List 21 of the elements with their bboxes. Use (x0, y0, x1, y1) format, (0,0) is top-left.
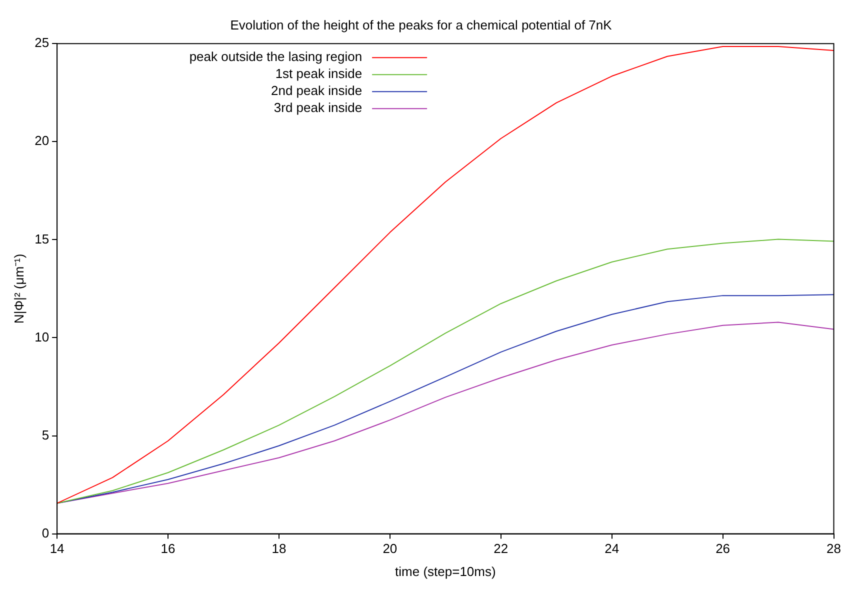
x-tick-label: 14 (50, 541, 64, 556)
y-tick-label: 20 (34, 133, 50, 148)
x-tick-label: 18 (272, 541, 286, 556)
y-tick-label: 0 (42, 525, 50, 540)
x-tick-label: 28 (826, 541, 842, 556)
x-tick-label: 22 (494, 541, 508, 556)
y-tick-label: 10 (34, 329, 50, 344)
legend-label: peak outside the lasing region (189, 49, 362, 64)
x-tick-label: 20 (382, 541, 398, 556)
legend-label: 2nd peak inside (270, 83, 362, 98)
y-axis-title: N|Φ|² (μm⁻¹) (11, 254, 26, 324)
x-axis-title: time (step=10ms) (395, 564, 496, 579)
y-tick-label: 5 (42, 427, 50, 442)
legend-label: 1st peak inside (275, 66, 362, 82)
x-tick-label: 24 (604, 541, 620, 556)
y-tick-label: 25 (34, 35, 50, 50)
legend-label: 3rd peak inside (274, 100, 362, 116)
x-tick-label: 16 (160, 541, 176, 556)
y-tick-label: 15 (34, 231, 50, 246)
x-tick-label: 26 (716, 541, 730, 556)
chart-title: Evolution of the height of the peaks for a chemical potential of 7nK (230, 17, 612, 32)
